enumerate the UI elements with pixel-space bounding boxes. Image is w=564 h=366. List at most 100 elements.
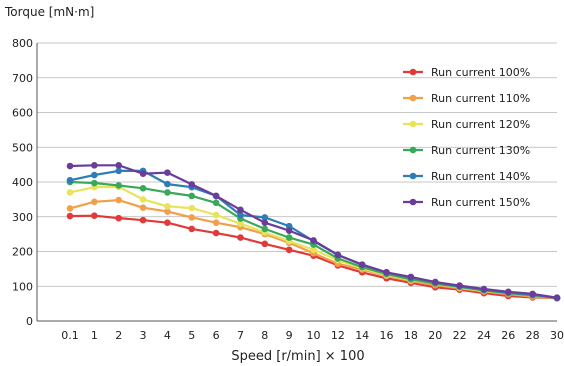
x-tick-label: 6 [213, 329, 220, 342]
data-point [529, 290, 536, 298]
x-tick-label: 30 [550, 329, 564, 342]
legend-swatch-marker [409, 120, 417, 128]
legend-label: Run current 130% [431, 144, 530, 157]
data-point [115, 162, 122, 169]
data-point [115, 196, 122, 204]
y-tick-label: 0 [26, 315, 33, 328]
data-point [285, 234, 293, 241]
y-tick-label: 800 [12, 37, 33, 50]
y-tick-label: 700 [12, 72, 33, 85]
y-axis-title: Torque [mN·m] [4, 5, 94, 19]
data-point [91, 162, 98, 169]
data-point [188, 181, 196, 188]
data-point [261, 225, 269, 233]
data-point [66, 176, 74, 184]
data-point [115, 214, 122, 222]
data-point [115, 182, 122, 189]
data-point [505, 288, 512, 296]
data-point [456, 282, 463, 289]
data-point [261, 240, 269, 248]
x-tick-label: 18 [404, 329, 418, 342]
data-point [91, 212, 98, 220]
data-point [66, 189, 74, 196]
data-point [358, 261, 366, 269]
data-point [139, 204, 147, 212]
data-point [285, 246, 293, 254]
data-point [237, 234, 244, 241]
data-point [164, 208, 171, 215]
data-point [212, 219, 220, 226]
data-point [407, 273, 415, 281]
x-tick-label: 9 [286, 329, 293, 342]
data-point [237, 220, 244, 227]
x-tick-label: 0.1 [61, 329, 79, 342]
x-tick-label: 5 [188, 329, 195, 342]
data-point [285, 227, 293, 234]
x-tick-label: 28 [526, 329, 540, 342]
data-point [188, 225, 196, 233]
data-point [66, 205, 74, 212]
x-tick-label: 12 [331, 329, 345, 342]
data-point [139, 216, 147, 224]
x-tick-label: 20 [428, 329, 442, 342]
data-point [553, 294, 561, 302]
data-point [139, 196, 147, 203]
data-point [91, 179, 98, 187]
data-point [115, 167, 122, 175]
data-point [66, 212, 74, 220]
data-point [188, 192, 196, 200]
data-point [212, 199, 220, 207]
legend-label: Run current 110% [431, 92, 530, 105]
y-tick-label: 400 [12, 176, 33, 189]
data-point [164, 169, 171, 176]
x-tick-label: 1 [91, 329, 98, 342]
legend-swatch-marker [409, 172, 417, 180]
x-tick-label: 24 [477, 329, 491, 342]
legend-swatch-marker [409, 94, 417, 102]
data-point [431, 278, 439, 286]
data-point [237, 206, 244, 214]
x-tick-label: 3 [140, 329, 147, 342]
x-tick-label: 10 [307, 329, 321, 342]
series-lines [66, 162, 561, 302]
y-tick-label: 100 [12, 280, 33, 293]
x-tick-label: 14 [355, 329, 369, 342]
data-point [164, 180, 171, 188]
legend: Run current 100% Run current 110% Run curr… [403, 66, 530, 209]
legend-swatch-marker [409, 198, 417, 206]
x-tick-label: 2 [115, 329, 122, 342]
y-tick-label: 600 [12, 107, 33, 120]
data-point [164, 219, 171, 226]
x-tick-label: 7 [237, 329, 244, 342]
data-point [164, 203, 171, 210]
data-point [139, 170, 147, 177]
data-point [261, 219, 269, 226]
x-tick-label: 16 [380, 329, 394, 342]
data-point [188, 204, 196, 212]
data-point [285, 222, 293, 230]
data-point [261, 214, 269, 221]
legend-swatch-marker [409, 68, 417, 76]
data-point [212, 229, 220, 237]
data-point [237, 211, 244, 219]
legend-swatch-marker [409, 146, 417, 154]
data-point [188, 214, 196, 221]
x-tick-label: 4 [164, 329, 171, 342]
x-tick-label: 8 [261, 329, 268, 342]
legend-label: Run current 120% [431, 118, 530, 131]
y-tick-label: 500 [12, 141, 33, 154]
y-tick-label: 300 [12, 211, 33, 224]
legend-label: Run current 100% [431, 66, 530, 79]
data-point [334, 251, 342, 259]
y-tick-label: 200 [12, 246, 33, 259]
gridlines [37, 42, 557, 287]
data-point [91, 198, 98, 206]
data-point [310, 246, 317, 254]
data-point [66, 162, 74, 170]
data-point [212, 211, 220, 219]
data-point [139, 184, 147, 192]
legend-label: Run current 150% [431, 196, 530, 209]
data-point [480, 285, 488, 293]
